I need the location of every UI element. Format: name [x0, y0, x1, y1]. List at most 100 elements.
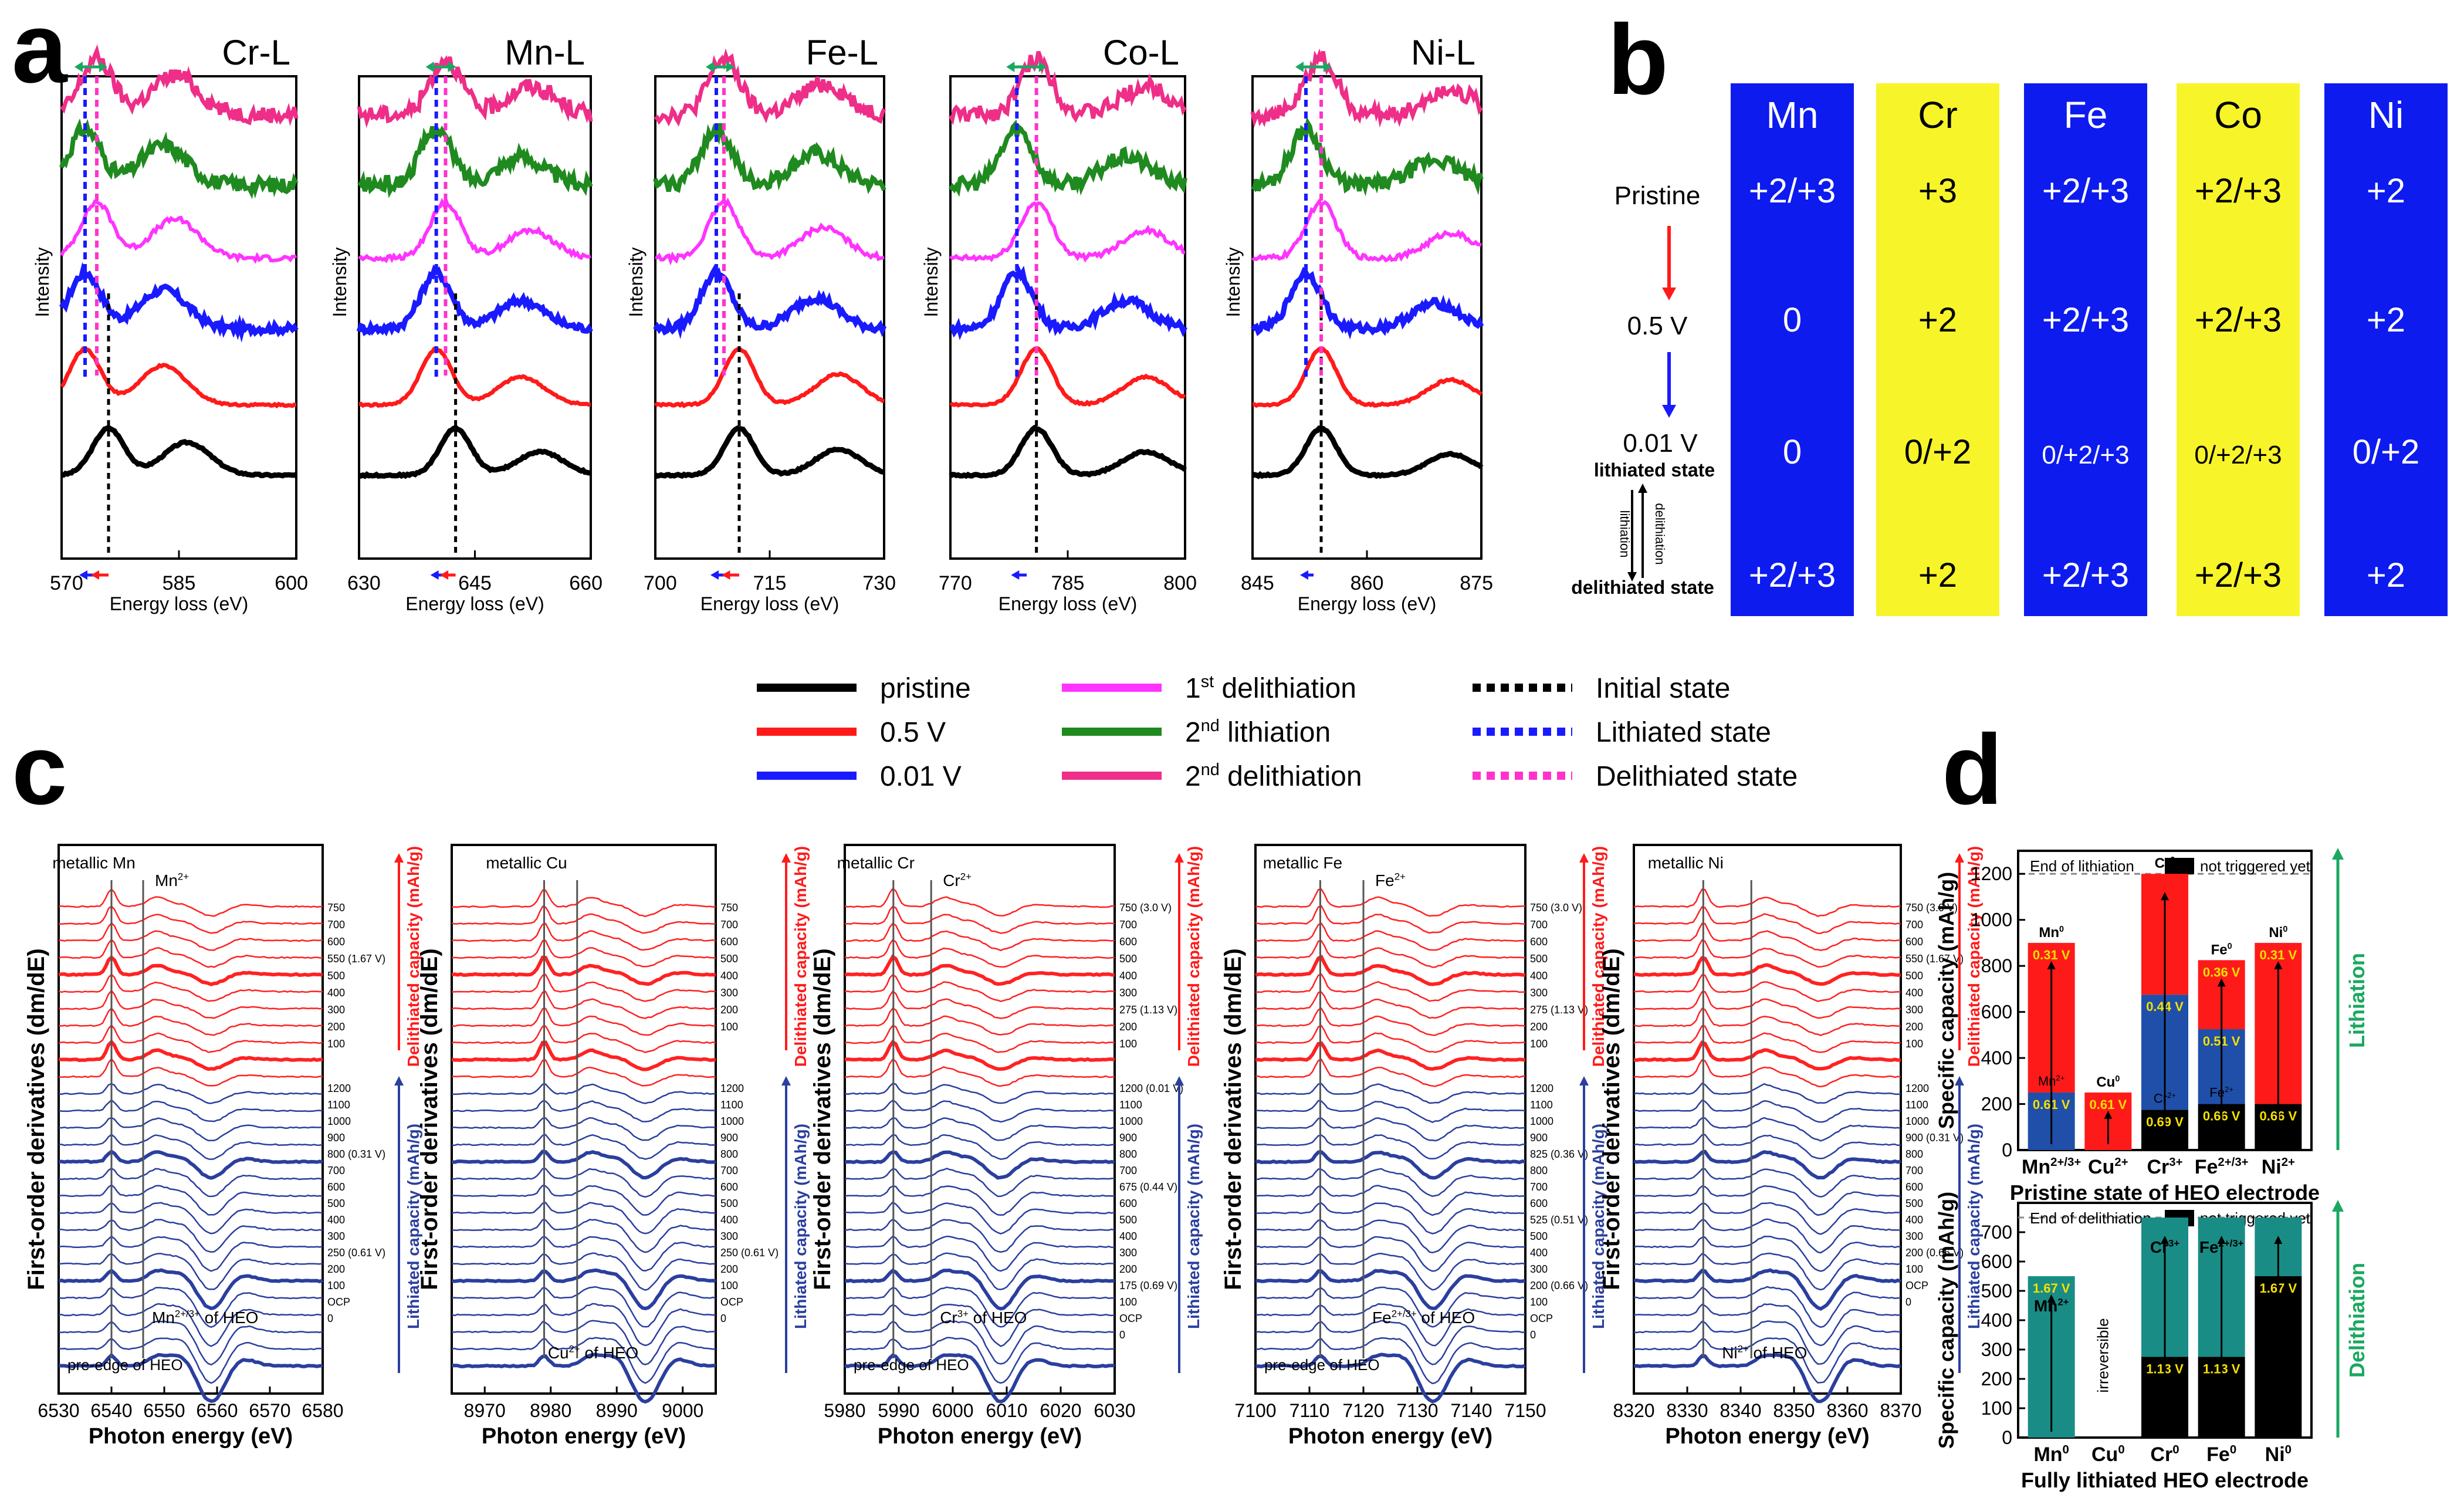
delithiated-spectrum — [844, 1007, 1115, 1036]
legend-label: 2nd lithiation — [1185, 716, 1331, 748]
lithiated-spectrum — [1633, 1117, 1901, 1142]
x-tick-label: 6000 — [932, 1400, 973, 1421]
delithiated-spectrum — [1255, 955, 1526, 986]
lith-capacity-label: 700 — [1530, 1181, 1548, 1193]
delithiated-spectrum — [58, 955, 323, 986]
cell-value: 0 — [1783, 433, 1802, 471]
lith-capacity-label: 0 — [1905, 1296, 1911, 1308]
cell-value: +2 — [2367, 556, 2405, 594]
legend-item-2: 0.01 V — [757, 761, 962, 792]
lith-capacity-label: 1100 — [1119, 1099, 1142, 1111]
annotation-heo-base: Ni — [1722, 1344, 1737, 1362]
lith-capacity-label: 825 (0.36 V) — [1530, 1148, 1588, 1160]
x-tick-label: 860 — [1351, 572, 1384, 594]
annotation-heo-tail: of HEO — [969, 1308, 1027, 1327]
legend-label: 0.01 V — [880, 761, 962, 792]
column-header: Fe — [2064, 94, 2108, 136]
panel-label-d: d — [1942, 714, 2003, 826]
series-line-0.01-V — [356, 264, 593, 337]
side-label: Delithiation — [2345, 1263, 2369, 1378]
shift-arrow-red-head — [91, 570, 99, 580]
edge-title: Cr-L — [222, 33, 290, 72]
cell-value: +2/+3 — [1749, 172, 1836, 210]
cell-value: 0/+2 — [1904, 433, 1972, 471]
lith-capacity-label: 200 — [1119, 1263, 1137, 1275]
column-header: Mn — [1766, 94, 1819, 136]
lith-arrow-head — [1955, 1076, 1964, 1086]
legend-item-1: 0.5 V — [757, 717, 946, 748]
delithiated-spectrum — [1633, 1007, 1901, 1036]
category-label-base: Fe — [2195, 1156, 2218, 1178]
category-label-base: Cu — [2088, 1156, 2114, 1178]
bar-top-label-base: Ni — [2269, 925, 2283, 941]
legend-label: Initial state — [1596, 673, 1730, 704]
x-tick-label: 8340 — [1720, 1400, 1761, 1421]
lithiated-spectrum — [451, 1117, 716, 1141]
lith-capacity-label: 0 — [1530, 1329, 1536, 1341]
bar-inner-label-sup: 2+ — [2056, 1074, 2064, 1083]
annotation-heo-sup: 2+/3+ — [175, 1308, 200, 1319]
lithiated-spectrum — [844, 1218, 1115, 1253]
delithiated-spectrum — [58, 922, 323, 951]
lith-capacity-label: 1200 — [720, 1083, 744, 1094]
series-line-pristine — [61, 424, 297, 479]
lithiated-spectrum — [58, 1253, 323, 1290]
annotation-heo-tail: of HEO — [1749, 1344, 1808, 1362]
annotation-heo-tail: of HEO — [580, 1344, 639, 1362]
x-tick-label: 645 — [458, 572, 492, 594]
annotation-heo: Cr3+ of HEO — [940, 1308, 1027, 1327]
arrow-delith-head — [1638, 483, 1647, 493]
lithiated-spectrum — [451, 1149, 716, 1180]
legend-label: Lithiated state — [1596, 717, 1771, 748]
series-line-0.5-V — [60, 346, 297, 409]
lithiated-spectrum — [844, 1252, 1115, 1290]
lithiated-spectrum — [844, 1117, 1115, 1141]
lith-capacity-label: 800 — [1530, 1165, 1548, 1176]
lithiated-spectrum — [58, 1235, 323, 1272]
legend-item-6: Initial state — [1473, 673, 1730, 704]
shift-arrow-blue-head — [1011, 570, 1020, 580]
arrow-blue-head — [1662, 405, 1676, 418]
shift-arrow-green-heads — [425, 62, 456, 72]
lith-capacity-label: 200 — [327, 1263, 345, 1275]
lithiated-spectrum — [451, 1185, 716, 1216]
lith-capacity-label: 800 — [720, 1148, 738, 1160]
lithiated-spectrum — [845, 1337, 1115, 1384]
lith-axis-label: Lithiated capacity (mAh/g) — [1589, 1124, 1607, 1329]
x-tick-label: 7120 — [1342, 1400, 1384, 1421]
lith-capacity-label: 250 (0.61 V) — [327, 1247, 385, 1259]
shift-arrow-green-heads — [75, 62, 107, 72]
lith-capacity-label: 1200 — [1905, 1083, 1929, 1094]
y-axis-label: First-order derivatives (dm/dE) — [1220, 948, 1246, 1290]
x-tick-label: 5980 — [824, 1400, 865, 1421]
y-tick-label: 300 — [1981, 1339, 2012, 1360]
delith-axis-label: Delithiated capacity (mAh/g) — [1589, 846, 1607, 1067]
lith-capacity-label: 700 — [1119, 1165, 1137, 1176]
plot-frame — [451, 844, 717, 1395]
lithiated-spectrum — [1255, 1320, 1526, 1365]
lithiated-spectrum — [1633, 1352, 1901, 1404]
annotation-metallic: metallic Ni — [1648, 854, 1724, 872]
lithiated-spectrum — [1633, 1149, 1901, 1180]
x-tick-label: 730 — [862, 572, 896, 594]
lith-arrow-head — [394, 1076, 404, 1086]
lithiated-spectrum — [1255, 1219, 1525, 1254]
bar-arrow-head — [2217, 1236, 2226, 1244]
panel-label-a: a — [12, 0, 68, 104]
x-tick-label: 8350 — [1773, 1400, 1815, 1421]
arrow-lith-head — [1627, 572, 1637, 581]
annotation-heo: Mn2+/3+ of HEO — [152, 1308, 258, 1327]
y-axis-label: First-order derivatives (dm/dE) — [810, 948, 835, 1290]
delith-capacity-label: 750 (3.0 V) — [1905, 902, 1958, 914]
delith-capacity-label: 100 — [720, 1021, 738, 1033]
legend-label-tail: delithiation — [1220, 761, 1362, 792]
delithiated-spectrum — [451, 922, 716, 951]
y-tick-label: 0 — [2002, 1139, 2012, 1161]
x-tick-label: 6020 — [1040, 1400, 1081, 1421]
delithiated-spectrum — [1633, 974, 1901, 1002]
shift-arrow-blue-head — [710, 570, 719, 580]
cell-value: +3 — [1918, 172, 1957, 210]
bar-inner-label-base: Mn — [2038, 1074, 2056, 1088]
